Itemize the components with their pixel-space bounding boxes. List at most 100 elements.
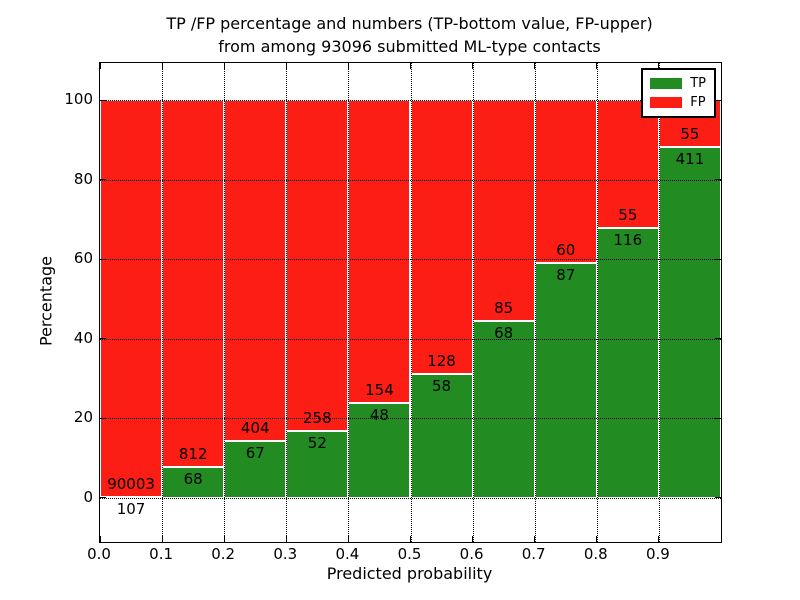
x-tick-bottom [347, 536, 349, 542]
y-tick-left [100, 497, 106, 499]
fp-count-label: 154 [365, 381, 394, 400]
x-axis-label: Predicted probability [326, 564, 493, 583]
x-tick-bottom [658, 536, 660, 542]
y-tick-right [715, 258, 721, 260]
x-tick-top [410, 63, 411, 69]
x-tick-bottom [223, 536, 225, 542]
x-tick-bottom [534, 536, 536, 542]
x-tick-top [596, 63, 598, 69]
bar-segment-tp [286, 431, 349, 498]
x-tick-top [161, 63, 163, 69]
x-tick-top [534, 63, 536, 69]
tp-count-label: 116 [613, 231, 643, 250]
y-tick-left [100, 338, 106, 340]
bar-segment-fp [348, 100, 411, 404]
x-tick-label: 0.0 [87, 545, 111, 563]
bar-segment-fp [472, 100, 535, 322]
x-tick-label: 0.3 [273, 545, 298, 563]
y-tick-left [100, 258, 106, 260]
bar-segment-tp [472, 321, 535, 498]
y-tick-right [715, 338, 721, 340]
bar-segment-fp [162, 100, 225, 468]
x-tick-bottom [285, 536, 287, 542]
y-tick-left [100, 417, 106, 419]
bar-segment-fp [596, 100, 659, 229]
bar-segment-tp [596, 228, 659, 498]
y-tick-right [715, 179, 721, 181]
x-tick-top [99, 63, 101, 69]
legend-label-fp: FP [690, 95, 706, 110]
tp-count-label: 67 [245, 444, 265, 463]
fp-count-label: 90003 [107, 475, 155, 494]
legend-swatch-fp-icon [650, 97, 683, 108]
x-tick-top [285, 63, 287, 69]
gridline-vertical [162, 63, 164, 542]
x-tick-label: 0.5 [397, 545, 422, 563]
x-tick-label: 0.1 [149, 545, 174, 563]
gridline-vertical [348, 63, 350, 542]
x-tick-top [223, 63, 225, 69]
chart-title: TP /FP percentage and numbers (TP-bottom… [99, 12, 720, 58]
gridline-vertical [534, 63, 536, 542]
x-tick-label: 0.4 [335, 545, 360, 563]
fp-count-label: 128 [427, 351, 456, 370]
chart-title-line2: from among 93096 submitted ML-type conta… [218, 37, 601, 56]
y-tick-right [715, 99, 721, 101]
x-tick-label: 0.6 [459, 545, 484, 563]
x-tick-bottom [472, 536, 474, 542]
plot-area: 90003 107 812 68 404 67 258 52 154 48 128 58 85 68 60 8… [99, 62, 722, 543]
tp-count-label: 52 [307, 434, 327, 453]
y-tick-left [100, 99, 106, 101]
tp-count-label: 68 [183, 470, 203, 489]
y-tick-label: 20 [73, 408, 93, 427]
x-tick-label: 0.9 [645, 545, 670, 563]
x-tick-bottom [99, 536, 101, 542]
bar-segment-fp [100, 100, 163, 498]
bar-segment-tp [658, 147, 721, 498]
y-tick-label: 0 [83, 487, 93, 506]
tp-count-label: 411 [675, 150, 705, 169]
y-tick-label: 100 [64, 90, 93, 109]
tp-count-label: 107 [116, 500, 146, 519]
gridline-vertical [410, 63, 412, 542]
gridline-vertical [472, 63, 474, 542]
legend-label-tp: TP [690, 76, 706, 91]
fp-count-label: 55 [680, 125, 700, 144]
tp-count-label: 87 [556, 265, 576, 284]
y-tick-label: 40 [73, 328, 93, 347]
y-axis-label: Percentage [36, 255, 56, 347]
tp-count-label: 68 [494, 324, 514, 343]
legend-item-fp: FP [650, 93, 706, 112]
tp-count-label: 58 [432, 376, 452, 395]
legend-item-tp: TP [650, 74, 706, 93]
gridline-vertical [596, 63, 598, 542]
x-tick-top [658, 63, 660, 69]
bar-segment-fp [224, 100, 287, 442]
x-tick-top [347, 63, 349, 69]
y-tick-right [715, 417, 721, 419]
fp-count-label: 258 [303, 409, 332, 428]
y-tick-right [715, 497, 721, 499]
gridline-vertical [658, 63, 660, 542]
fp-count-label: 85 [494, 299, 514, 318]
y-tick-label: 60 [73, 249, 93, 268]
fp-count-label: 60 [556, 240, 576, 259]
fp-count-label: 404 [240, 419, 270, 438]
bar-segment-fp [286, 100, 349, 432]
bar-segment-fp [410, 100, 473, 374]
x-tick-bottom [410, 536, 411, 542]
x-tick-label: 0.2 [211, 545, 236, 563]
x-tick-label: 0.7 [521, 545, 546, 563]
gridline-vertical [224, 63, 226, 542]
bar-segment-fp [534, 100, 597, 263]
chart-title-line1: TP /FP percentage and numbers (TP-bottom… [166, 14, 653, 33]
legend: TP FP [641, 68, 716, 118]
bar-segment-tp [534, 262, 597, 498]
x-tick-bottom [596, 536, 598, 542]
x-tick-label: 0.8 [583, 545, 608, 563]
fp-count-label: 812 [178, 445, 208, 464]
y-tick-left [100, 179, 106, 181]
x-tick-bottom [161, 536, 163, 542]
bar-segment-tp [224, 441, 287, 498]
